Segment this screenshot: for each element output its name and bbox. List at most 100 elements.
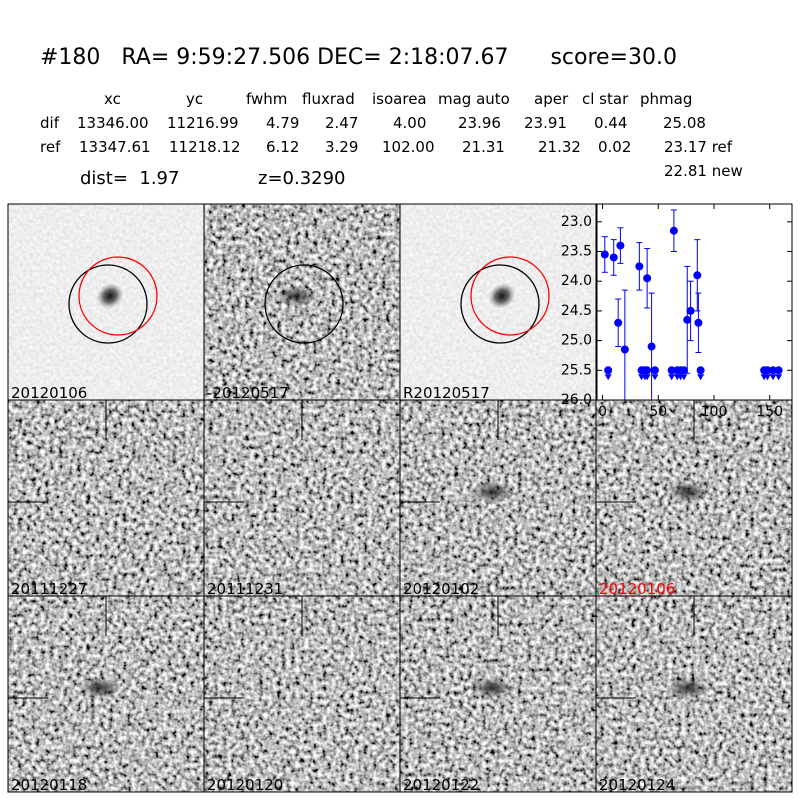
image: [204, 596, 400, 792]
upper-limit: [643, 374, 651, 381]
column-header: aper: [534, 90, 569, 108]
table-cell: 0.44: [594, 114, 627, 132]
y-tick-label: 24.5: [561, 303, 592, 319]
panel-label: 20120106: [11, 384, 87, 402]
upper-limit: [769, 374, 777, 381]
image-panel: 20120122: [399, 595, 597, 794]
light-curve: 23.0 23.5 24.0 24.5 25.0 25.5 26.0 0 50 100 150: [561, 203, 793, 420]
image-panel: 20120106: [7, 203, 205, 402]
image-panel: 20111227: [7, 399, 205, 598]
table-cell: 13346.00: [77, 114, 149, 132]
panel-label: 20120124: [599, 776, 675, 794]
extra-mag: 22.81 new: [664, 162, 743, 180]
point: [669, 226, 678, 235]
image: [8, 596, 204, 792]
column-header: cl star: [582, 90, 629, 108]
aperture: [460, 264, 540, 344]
panel-frame: [595, 595, 793, 793]
image: [596, 596, 792, 792]
panel-label: 20120118: [11, 776, 87, 794]
y-tick-label: 26.0: [561, 392, 592, 408]
y-tick-label: 23.5: [561, 244, 592, 260]
column-header: phmag: [640, 90, 692, 108]
point: [614, 318, 623, 327]
image-panel: 20120102: [399, 399, 597, 598]
image-panel: -20120517: [203, 203, 401, 402]
table-cell: 23.96: [458, 114, 501, 132]
column-header: isoarea: [372, 90, 427, 108]
point: [679, 366, 688, 375]
y-tick-label: 25.5: [561, 362, 592, 378]
plot: [600, 209, 783, 400]
redshift: z=0.3290: [258, 168, 346, 189]
source: [78, 677, 122, 699]
y-tick-label: 25.0: [561, 333, 592, 349]
point: [643, 274, 652, 283]
source: [666, 677, 710, 699]
column-header: xc: [104, 90, 121, 108]
point: [609, 253, 618, 262]
panel-label: 20120102: [403, 580, 479, 598]
point: [774, 366, 783, 375]
table-cell: 23.91: [524, 114, 567, 132]
point: [600, 250, 609, 259]
upper-limit: [680, 374, 688, 381]
upper-limit: [775, 374, 783, 381]
table-cell: 23.17 ref: [664, 138, 733, 156]
panel-label: 20111231: [207, 580, 283, 598]
image-panel: 20120124: [595, 595, 793, 794]
image: [204, 204, 400, 400]
table-cell: 13347.61: [79, 138, 151, 156]
point: [693, 271, 702, 280]
aperture-ref: [78, 256, 158, 336]
source: [274, 285, 318, 307]
image-panel: 20120106: [595, 399, 793, 598]
title: #180 RA= 9:59:27.506 DEC= 2:18:07.67 sco…: [40, 45, 677, 70]
upper-limit: [697, 374, 705, 381]
image: [204, 400, 400, 596]
panel-label: 20120120: [207, 776, 283, 794]
x-tick-label: 150: [756, 404, 783, 420]
aperture: [68, 264, 148, 344]
x-tick-label: 0: [598, 404, 607, 420]
source: [470, 481, 514, 503]
point: [647, 342, 656, 351]
image-grid: 20120106 -20120517 R20120517 20111227 201112…: [7, 203, 793, 794]
point: [696, 366, 705, 375]
table-cell: 11218.12: [169, 138, 241, 156]
point: [643, 366, 652, 375]
source: [96, 283, 124, 309]
upper-limit: [604, 374, 612, 381]
table-cell: dif: [40, 114, 60, 132]
point: [763, 366, 772, 375]
point: [650, 366, 659, 375]
image: [8, 204, 204, 400]
image-panel: R20120517: [399, 203, 597, 402]
table-cell: 0.02: [598, 138, 631, 156]
image: [400, 596, 596, 792]
plot-area: [597, 204, 792, 400]
point: [667, 366, 676, 375]
table-cell: 2.47: [325, 114, 358, 132]
table-cell: 4.00: [393, 114, 426, 132]
upper-limit: [668, 374, 676, 381]
column-header: yc: [186, 90, 203, 108]
table-cell: 11216.99: [167, 114, 239, 132]
y-tick-label: 23.0: [561, 214, 592, 230]
y-tick-label: 24.0: [561, 273, 592, 289]
panel-label: 20111227: [11, 580, 87, 598]
upper-limit: [763, 374, 771, 381]
column-header: mag auto: [438, 90, 510, 108]
image-panel: 20120120: [203, 595, 401, 794]
image-panel: 20120118: [7, 595, 205, 794]
table-cell: ref: [40, 138, 61, 156]
point: [616, 241, 625, 250]
panel-label: R20120517: [403, 384, 490, 402]
column-header: fluxrad: [302, 90, 355, 108]
plot-frame: [596, 203, 793, 401]
point: [635, 262, 644, 271]
table-cell: 3.29: [325, 138, 358, 156]
column-header: fwhm: [246, 90, 287, 108]
upper-limit: [651, 374, 659, 381]
